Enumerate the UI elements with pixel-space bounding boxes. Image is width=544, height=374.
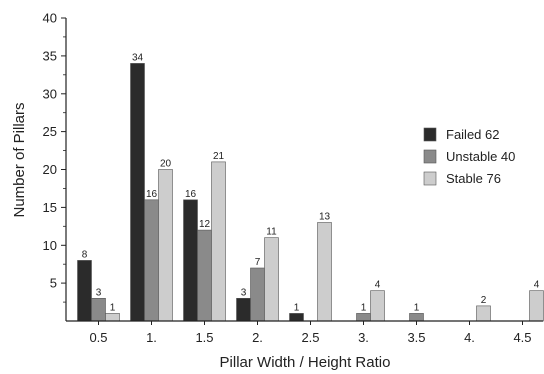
data-label: 4: [534, 280, 540, 291]
legend-swatch: [423, 149, 437, 164]
bar-failed-2_5: [289, 313, 304, 322]
legend-label: Stable 76: [446, 171, 501, 186]
data-label: 1: [414, 302, 420, 313]
y-tick-label: 40: [43, 11, 57, 26]
bar-failed-1_5: [183, 199, 198, 322]
data-label: 13: [319, 212, 331, 223]
bar-stable-0_5: [105, 313, 120, 322]
bar-stable-2_5: [317, 222, 332, 322]
data-label: 4: [375, 280, 381, 291]
bar-failed-2: [236, 297, 251, 322]
legend-swatch: [423, 127, 437, 142]
bar-unstable-0_5: [91, 297, 106, 322]
bar-failed-1: [130, 63, 145, 322]
data-label: 1: [294, 302, 300, 313]
data-label: 2: [481, 295, 487, 306]
x-tick-label: 3.5: [407, 330, 425, 345]
bar-stable-1_5: [211, 161, 226, 322]
x-tick-label: 4.5: [513, 330, 531, 345]
y-axis-title: Number of Pillars: [11, 102, 28, 217]
x-axis-title: Pillar Width / Height Ratio: [220, 354, 391, 371]
axes-layer: 0.5 1. 1.5 2. 2.5 3. 3.5 4. 4.5 5 10 15 20 25 30 35 40: [43, 11, 543, 345]
bar-unstable-3: [356, 313, 371, 322]
data-label: 16: [146, 189, 158, 200]
x-tick-label: 2.5: [301, 330, 319, 345]
y-tick-label: 25: [43, 124, 57, 139]
x-tick-label: 1.5: [195, 330, 213, 345]
y-tick-label: 30: [43, 86, 57, 101]
bar-stable-2: [264, 237, 279, 322]
legend: Failed 62 Unstable 40 Stable 76: [423, 127, 515, 186]
bar-stable-3: [370, 290, 385, 322]
y-tick-label: 15: [43, 200, 57, 215]
data-label: 11: [266, 227, 277, 238]
y-tick-label: 35: [43, 48, 57, 63]
data-label: 21: [213, 151, 225, 162]
y-tick-label: 10: [43, 238, 57, 253]
x-tick-label: 0.5: [89, 330, 107, 345]
data-label: 1: [110, 302, 116, 313]
y-tick-label: 5: [50, 276, 57, 291]
x-tick-label: 2.: [252, 330, 263, 345]
y-tick-label: 20: [43, 162, 57, 177]
data-label: 1: [361, 302, 367, 313]
data-label: 7: [255, 257, 261, 268]
data-label: 8: [82, 249, 88, 260]
x-tick-label: 3.: [358, 330, 369, 345]
legend-swatch: [423, 171, 437, 186]
bar-unstable-1_5: [197, 229, 212, 322]
x-tick-label: 1.: [146, 330, 157, 345]
data-label: 20: [160, 159, 172, 170]
bar-failed-0_5: [77, 260, 92, 322]
bar-stable-1: [158, 169, 173, 322]
legend-label: Failed 62: [446, 127, 499, 142]
data-label: 3: [241, 287, 247, 298]
bar-unstable-1: [144, 199, 159, 322]
bar-unstable-2: [250, 267, 265, 322]
x-tick-label: 4.: [464, 330, 475, 345]
data-label: 12: [199, 219, 211, 230]
bar-stable-4: [476, 305, 491, 322]
bar-unstable-3_5: [409, 313, 424, 322]
data-label: 3: [96, 287, 102, 298]
bars-layer: [77, 63, 544, 322]
data-label: 34: [132, 52, 144, 63]
data-label: 16: [185, 189, 197, 200]
bar-stable-4_5: [529, 290, 544, 322]
legend-label: Unstable 40: [446, 149, 515, 164]
